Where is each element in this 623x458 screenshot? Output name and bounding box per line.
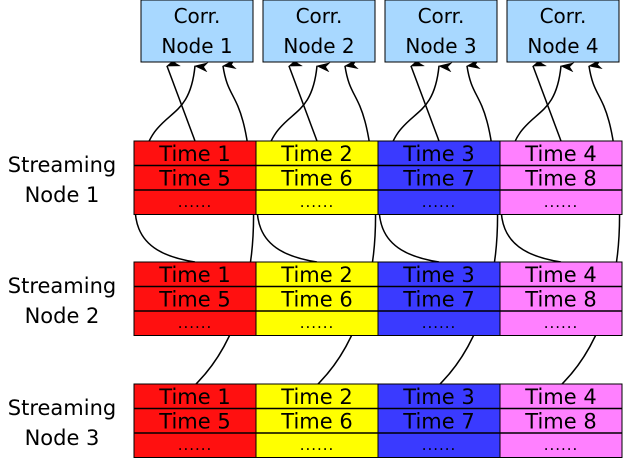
corr-node-2: Corr. Node 2 <box>262 0 376 63</box>
streaming-node-label-line1: Streaming <box>8 396 116 420</box>
time-slot-label: Time 3 <box>402 142 474 166</box>
more-entries-ellipsis: ...... <box>300 314 335 332</box>
arrow-stream1-to-corr3 <box>410 56 440 142</box>
correlation-nodes: Corr. Node 1 Corr. Node 2 Corr. Node 3 Corr. No… <box>140 0 620 63</box>
time-slot-label: Time 8 <box>524 288 596 312</box>
corr-node-label-line2: Node 3 <box>405 34 476 58</box>
corr-node-3: Corr. Node 3 <box>384 0 498 63</box>
more-entries-ellipsis: ...... <box>178 193 213 211</box>
time-slot-label: Time 2 <box>280 142 352 166</box>
time-column-box <box>377 140 501 215</box>
time-slot-label: Time 3 <box>402 385 474 409</box>
time-slot-label: Time 1 <box>158 263 230 287</box>
time-slot-label: Time 1 <box>158 142 230 166</box>
time-slot-label: Time 4 <box>524 263 596 287</box>
corr-node-box <box>140 0 254 63</box>
corr-node-label-line2: Node 1 <box>161 34 232 58</box>
corr-node-label-line1: Corr. <box>296 4 343 28</box>
time-slot-label: Time 1 <box>158 385 230 409</box>
more-entries-ellipsis: ...... <box>544 193 579 211</box>
corr-node-1: Corr. Node 1 <box>140 0 254 63</box>
time-slot-label: Time 5 <box>158 410 230 434</box>
time-slot-label: Time 6 <box>280 288 352 312</box>
corr-node-label-line2: Node 4 <box>527 34 598 58</box>
corr-node-box <box>384 0 498 63</box>
time-column-box <box>133 383 257 458</box>
time-slot-label: Time 5 <box>158 288 230 312</box>
more-entries-ellipsis: ...... <box>178 314 213 332</box>
time-slot-label: Time 6 <box>280 410 352 434</box>
time-slot-label: Time 7 <box>402 288 474 312</box>
time-column-box <box>255 140 379 215</box>
time-column-box <box>255 261 379 336</box>
more-entries-ellipsis: ...... <box>300 193 335 211</box>
time-slot-label: Time 2 <box>280 263 352 287</box>
arrow-stream3-to-corr4 <box>561 59 621 385</box>
corr-node-4: Corr. Node 4 <box>506 0 620 63</box>
connection-arrows <box>134 56 621 385</box>
more-entries-ellipsis: ...... <box>178 436 213 454</box>
streaming-node-label-line1: Streaming <box>8 153 116 177</box>
streaming-node-label-line2: Node 3 <box>25 426 100 450</box>
time-slot-label: Time 2 <box>280 385 352 409</box>
arrow-stream1-to-corr4 <box>532 56 562 142</box>
time-slot-label: Time 4 <box>524 142 596 166</box>
corr-node-label-line1: Corr. <box>174 4 221 28</box>
time-slot-label: Time 7 <box>402 410 474 434</box>
time-column-box <box>255 383 379 458</box>
arrow-stream1-to-corr2 <box>288 56 318 142</box>
streaming-node-label-line2: Node 2 <box>25 304 100 328</box>
arrow-stream3-to-corr1 <box>195 59 255 385</box>
time-slot-label: Time 6 <box>280 167 352 191</box>
streaming-node-label-line1: Streaming <box>8 274 116 298</box>
corr-node-label-line1: Corr. <box>418 4 465 28</box>
more-entries-ellipsis: ...... <box>544 436 579 454</box>
time-column-box <box>133 140 257 215</box>
time-slot-label: Time 5 <box>158 167 230 191</box>
arrow-stream1-to-corr1 <box>166 56 196 142</box>
corr-node-box <box>262 0 376 63</box>
time-column-box <box>499 261 623 336</box>
time-column-box <box>133 261 257 336</box>
arrow-stream3-to-corr3 <box>439 59 499 385</box>
time-column-box <box>499 383 623 458</box>
more-entries-ellipsis: ...... <box>422 193 457 211</box>
corr-node-label-line2: Node 2 <box>283 34 354 58</box>
time-slot-label: Time 3 <box>402 263 474 287</box>
time-slot-label: Time 8 <box>524 410 596 434</box>
corr-node-box <box>506 0 620 63</box>
corr-node-label-line1: Corr. <box>540 4 587 28</box>
arrow-stream3-to-corr2 <box>317 59 377 385</box>
time-column-box <box>499 140 623 215</box>
time-slot-label: Time 4 <box>524 385 596 409</box>
streaming-node-label-line2: Node 1 <box>25 183 100 207</box>
time-column-box <box>377 261 501 336</box>
more-entries-ellipsis: ...... <box>300 436 335 454</box>
more-entries-ellipsis: ...... <box>422 314 457 332</box>
more-entries-ellipsis: ...... <box>422 436 457 454</box>
more-entries-ellipsis: ...... <box>544 314 579 332</box>
time-slot-label: Time 7 <box>402 167 474 191</box>
time-slot-label: Time 8 <box>524 167 596 191</box>
